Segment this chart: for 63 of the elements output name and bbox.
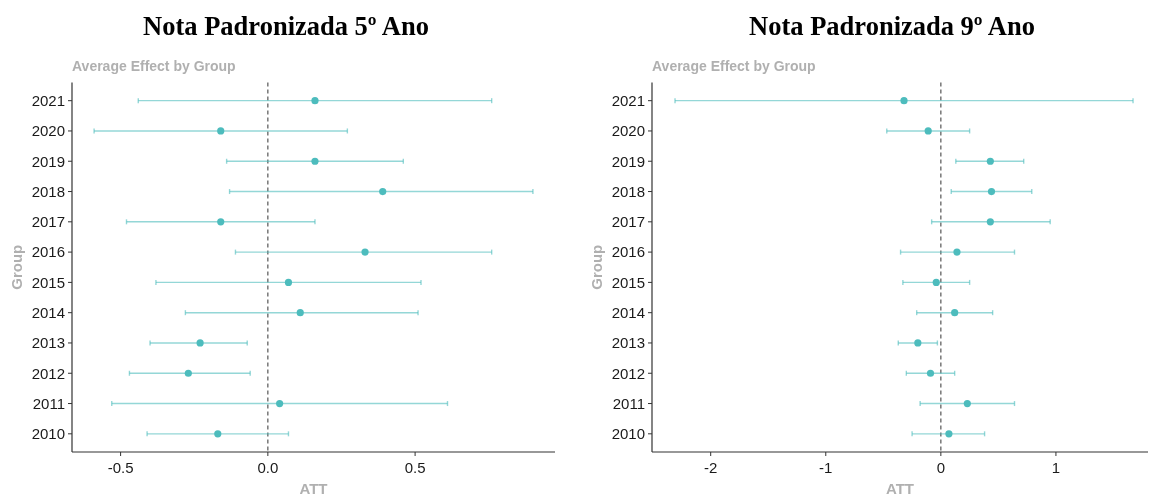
y-tick-label: 2020 [31,122,65,140]
point [379,187,387,196]
y-tick-label: 2019 [31,152,65,170]
x-axis-title: ATT [299,480,328,497]
y-tick-label: 2010 [611,425,645,443]
point [963,399,971,408]
y-tick-label: 2016 [611,243,645,261]
y-tick-label: 2011 [32,394,65,412]
point [987,187,996,196]
point [361,248,369,256]
point [184,369,192,377]
x-tick-label: 1 [1051,459,1061,476]
x-axis-title: ATT [885,480,915,497]
point [924,127,932,135]
y-tick-label: 2021 [611,91,645,109]
y-tick-label: 2018 [611,182,645,200]
point [276,399,284,408]
point [953,248,961,256]
x-tick-label: 0.0 [257,459,279,476]
y-tick-label: 2010 [31,425,65,443]
x-tick-label: -2 [704,459,718,476]
y-tick-label: 2018 [31,182,65,200]
point [217,218,225,226]
point [214,430,222,438]
point [217,127,225,135]
y-tick-label: 2011 [612,394,645,412]
y-tick-label: 2013 [611,334,645,352]
point [932,278,940,286]
y-tick-label: 2013 [31,334,65,352]
point [296,309,304,317]
point [284,278,293,286]
point [311,157,319,165]
chart-subtitle: Average Effect by Group [72,58,236,74]
y-tick-label: 2017 [31,213,65,231]
y-tick-label: 2016 [31,243,65,261]
y-tick-label: 2014 [31,303,65,321]
point [926,369,935,377]
y-tick-label: 2015 [31,273,65,291]
point [196,339,204,347]
y-tick-label: 2014 [611,303,645,321]
y-tick-label: 2017 [611,213,645,231]
y-axis-title: Group [588,244,605,290]
y-axis-title: Group [8,244,25,290]
y-tick-label: 2012 [31,364,65,382]
x-tick-label: 0 [936,459,946,476]
x-tick-label: -0.5 [107,459,134,476]
point [945,430,953,438]
y-tick-label: 2020 [611,122,645,140]
point [311,97,319,105]
y-tick-label: 2012 [611,364,645,382]
point [914,339,922,347]
point [951,309,959,317]
chart-subtitle: Average Effect by Group [652,58,816,74]
chart-title: Nota Padronizada 9º Ano [749,11,1035,41]
x-tick-label: 0.5 [404,459,426,476]
y-tick-label: 2019 [611,152,645,170]
point [900,97,908,105]
point [986,157,994,165]
y-tick-label: 2021 [31,91,65,109]
x-tick-label: -1 [819,459,833,476]
y-tick-label: 2015 [611,273,645,291]
point [986,218,994,226]
chart-title: Nota Padronizada 5º Ano [143,11,429,41]
